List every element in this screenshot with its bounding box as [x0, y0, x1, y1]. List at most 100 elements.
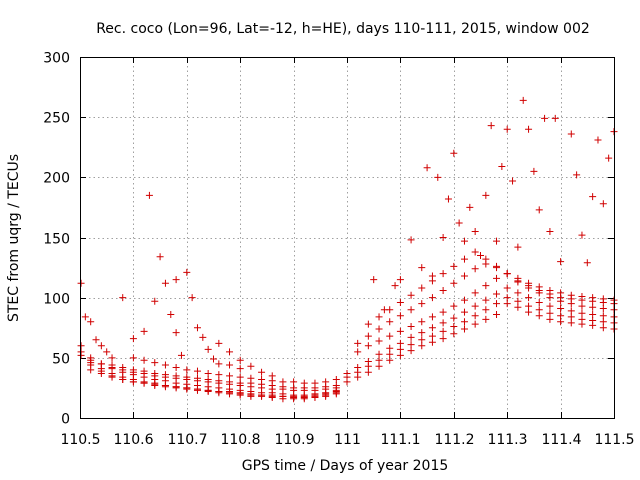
data-point: [418, 284, 426, 292]
data-point: [391, 282, 399, 290]
data-point: [354, 363, 362, 371]
data-point: [407, 347, 415, 355]
data-point: [589, 311, 597, 319]
data-point: [386, 318, 394, 326]
data-point: [450, 262, 458, 270]
data-point: [551, 114, 559, 122]
data-point: [226, 348, 234, 356]
x-tick-label: 110.9: [274, 432, 314, 448]
data-point: [193, 374, 201, 382]
data-point: [493, 237, 501, 245]
data-point: [503, 300, 511, 308]
data-point: [471, 265, 479, 273]
data-point: [119, 294, 127, 302]
data-point: [460, 325, 468, 333]
data-point: [97, 342, 105, 350]
data-point: [81, 313, 89, 321]
data-point: [428, 294, 436, 302]
data-point: [450, 330, 458, 338]
data-point: [525, 302, 533, 310]
data-point: [183, 384, 191, 392]
data-point: [396, 276, 404, 284]
data-point: [460, 296, 468, 304]
data-point: [471, 248, 479, 256]
data-point: [193, 367, 201, 375]
data-point: [525, 308, 533, 316]
data-point: [471, 227, 479, 235]
data-point: [204, 375, 212, 383]
data-point: [172, 363, 180, 371]
data-point: [236, 373, 244, 381]
data-point: [92, 336, 100, 344]
data-point: [503, 284, 511, 292]
data-point: [450, 302, 458, 310]
data-point: [140, 327, 148, 335]
data-point: [567, 307, 575, 315]
data-point: [460, 308, 468, 316]
data-point: [156, 253, 164, 261]
data-point: [460, 318, 468, 326]
data-point: [525, 125, 533, 133]
data-point: [418, 329, 426, 337]
x-tick-label: 111.1: [380, 432, 420, 448]
data-point: [589, 294, 597, 302]
data-point: [460, 237, 468, 245]
data-point: [439, 270, 447, 278]
data-point: [119, 363, 127, 371]
x-axis-label: GPS time / Days of year 2015: [242, 458, 449, 474]
data-point: [396, 345, 404, 353]
data-point: [471, 289, 479, 297]
data-point: [396, 339, 404, 347]
data-point: [557, 318, 565, 326]
data-point: [172, 329, 180, 337]
x-tick-label: 111.4: [541, 432, 581, 448]
data-point: [557, 289, 565, 297]
data-point: [364, 357, 372, 365]
data-point: [354, 339, 362, 347]
data-point: [87, 366, 95, 374]
data-point: [172, 372, 180, 380]
data-point: [407, 341, 415, 349]
data-point: [290, 392, 298, 400]
data-point: [450, 279, 458, 287]
data-point: [589, 193, 597, 201]
data-point: [396, 351, 404, 359]
data-point: [514, 243, 522, 251]
data-point: [482, 296, 490, 304]
data-point: [418, 336, 426, 344]
data-point: [471, 302, 479, 310]
data-point: [428, 272, 436, 280]
data-point: [258, 375, 266, 383]
data-point: [407, 306, 415, 314]
data-point: [396, 298, 404, 306]
data-point: [482, 306, 490, 314]
data-point: [573, 171, 581, 179]
data-point: [279, 392, 287, 400]
data-point: [258, 368, 266, 376]
data-point: [535, 306, 543, 314]
data-point: [386, 332, 394, 340]
data-point: [386, 344, 394, 352]
grid-lines: [80, 57, 614, 418]
data-point: [605, 154, 613, 162]
data-point: [87, 318, 95, 326]
data-point: [108, 373, 116, 381]
data-point: [364, 368, 372, 376]
data-point: [77, 351, 85, 359]
data-point: [450, 314, 458, 322]
data-point: [151, 297, 159, 305]
data-point: [236, 365, 244, 373]
data-point: [450, 323, 458, 331]
data-point: [471, 312, 479, 320]
data-point: [460, 255, 468, 263]
data-point: [493, 300, 501, 308]
data-point: [418, 300, 426, 308]
data-point: [428, 313, 436, 321]
data-point: [482, 315, 490, 323]
data-point: [364, 342, 372, 350]
data-point: [215, 388, 223, 396]
data-point: [455, 219, 463, 227]
data-point: [140, 379, 148, 387]
y-tick-label: 100: [43, 292, 70, 308]
